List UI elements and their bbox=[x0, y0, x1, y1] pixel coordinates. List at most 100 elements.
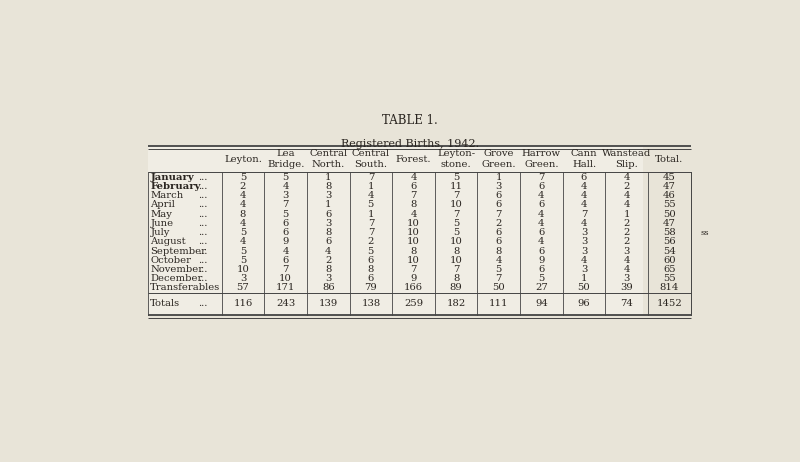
Text: 9: 9 bbox=[282, 237, 289, 246]
Text: 10: 10 bbox=[407, 228, 420, 237]
Text: 10: 10 bbox=[450, 237, 462, 246]
Text: 5: 5 bbox=[495, 265, 502, 274]
Text: Lea
Bridge.: Lea Bridge. bbox=[267, 149, 304, 170]
Text: Grove
Green.: Grove Green. bbox=[482, 149, 516, 170]
Text: 10: 10 bbox=[407, 219, 420, 228]
Text: 4: 4 bbox=[495, 256, 502, 265]
Text: 259: 259 bbox=[404, 299, 423, 308]
Text: 6: 6 bbox=[538, 201, 545, 209]
Text: 4: 4 bbox=[581, 256, 587, 265]
Text: 3: 3 bbox=[581, 237, 587, 246]
Text: 10: 10 bbox=[407, 256, 420, 265]
Text: Registered Births, 1942.: Registered Births, 1942. bbox=[341, 140, 479, 149]
Text: Transferables: Transferables bbox=[150, 284, 221, 292]
Text: 4: 4 bbox=[623, 191, 630, 200]
Text: May: May bbox=[150, 210, 172, 219]
Text: 171: 171 bbox=[276, 284, 295, 292]
Text: 4: 4 bbox=[240, 237, 246, 246]
Text: 7: 7 bbox=[368, 219, 374, 228]
Text: 94: 94 bbox=[535, 299, 548, 308]
Text: 3: 3 bbox=[325, 219, 331, 228]
Text: 6: 6 bbox=[581, 173, 587, 182]
Text: 5: 5 bbox=[240, 247, 246, 255]
Text: 89: 89 bbox=[450, 284, 462, 292]
Text: 6: 6 bbox=[538, 182, 545, 191]
Text: 8: 8 bbox=[495, 247, 502, 255]
Text: 6: 6 bbox=[410, 182, 417, 191]
Text: ...: ... bbox=[198, 237, 208, 246]
Text: 7: 7 bbox=[538, 173, 545, 182]
Text: 5: 5 bbox=[538, 274, 545, 283]
Text: ...: ... bbox=[198, 182, 208, 191]
Text: 6: 6 bbox=[282, 219, 289, 228]
Text: 2: 2 bbox=[368, 237, 374, 246]
Text: 5: 5 bbox=[368, 247, 374, 255]
Text: 27: 27 bbox=[535, 284, 548, 292]
Text: 5: 5 bbox=[282, 173, 289, 182]
Text: 11: 11 bbox=[450, 182, 462, 191]
Text: 116: 116 bbox=[234, 299, 253, 308]
Text: November: November bbox=[150, 265, 203, 274]
Text: 2: 2 bbox=[495, 219, 502, 228]
Text: 6: 6 bbox=[496, 228, 502, 237]
Text: 8: 8 bbox=[368, 265, 374, 274]
Text: 7: 7 bbox=[453, 265, 459, 274]
Text: 55: 55 bbox=[663, 201, 676, 209]
Text: August: August bbox=[150, 237, 186, 246]
Text: 8: 8 bbox=[453, 247, 459, 255]
Text: 1: 1 bbox=[325, 201, 331, 209]
Text: ...: ... bbox=[198, 191, 208, 200]
Text: 814: 814 bbox=[659, 284, 679, 292]
Text: ...: ... bbox=[198, 228, 208, 237]
Text: 7: 7 bbox=[368, 173, 374, 182]
Text: ...: ... bbox=[198, 256, 208, 265]
Text: March: March bbox=[150, 191, 184, 200]
Text: ...: ... bbox=[198, 210, 208, 219]
Text: 243: 243 bbox=[276, 299, 295, 308]
Text: 7: 7 bbox=[495, 210, 502, 219]
Text: 54: 54 bbox=[662, 247, 676, 255]
Text: 7: 7 bbox=[410, 191, 417, 200]
Text: Central
South.: Central South. bbox=[352, 149, 390, 170]
Text: Wanstead
Slip.: Wanstead Slip. bbox=[602, 149, 651, 170]
Text: 39: 39 bbox=[620, 284, 633, 292]
Text: 6: 6 bbox=[496, 201, 502, 209]
Text: Leyton-
stone.: Leyton- stone. bbox=[437, 149, 475, 170]
Text: 4: 4 bbox=[282, 182, 289, 191]
Text: 96: 96 bbox=[578, 299, 590, 308]
Text: 3: 3 bbox=[325, 274, 331, 283]
Text: 7: 7 bbox=[495, 274, 502, 283]
Text: ...: ... bbox=[198, 274, 208, 283]
Text: 9: 9 bbox=[538, 256, 545, 265]
Text: 4: 4 bbox=[368, 191, 374, 200]
Text: 57: 57 bbox=[237, 284, 250, 292]
Text: 7: 7 bbox=[453, 210, 459, 219]
Text: 3: 3 bbox=[495, 182, 502, 191]
Text: 1: 1 bbox=[495, 173, 502, 182]
Text: Totals: Totals bbox=[150, 299, 181, 308]
Text: 6: 6 bbox=[282, 228, 289, 237]
Text: 2: 2 bbox=[240, 182, 246, 191]
Text: ...: ... bbox=[198, 173, 208, 182]
Text: 6: 6 bbox=[538, 265, 545, 274]
Text: June: June bbox=[150, 219, 174, 228]
Text: 6: 6 bbox=[538, 228, 545, 237]
Text: 7: 7 bbox=[282, 265, 289, 274]
Text: 50: 50 bbox=[663, 210, 676, 219]
Text: 4: 4 bbox=[240, 191, 246, 200]
Text: February: February bbox=[150, 182, 201, 191]
Text: 50: 50 bbox=[578, 284, 590, 292]
Text: 6: 6 bbox=[538, 247, 545, 255]
Text: Central
North.: Central North. bbox=[309, 149, 347, 170]
Text: 65: 65 bbox=[663, 265, 675, 274]
Text: 1: 1 bbox=[581, 274, 587, 283]
Text: 10: 10 bbox=[450, 201, 462, 209]
Text: 8: 8 bbox=[325, 228, 331, 237]
Text: 50: 50 bbox=[492, 284, 505, 292]
Text: 2: 2 bbox=[623, 219, 630, 228]
Text: 8: 8 bbox=[453, 274, 459, 283]
Text: 2: 2 bbox=[325, 256, 331, 265]
Text: 3: 3 bbox=[282, 191, 289, 200]
Text: 5: 5 bbox=[282, 210, 289, 219]
Text: 5: 5 bbox=[453, 173, 459, 182]
